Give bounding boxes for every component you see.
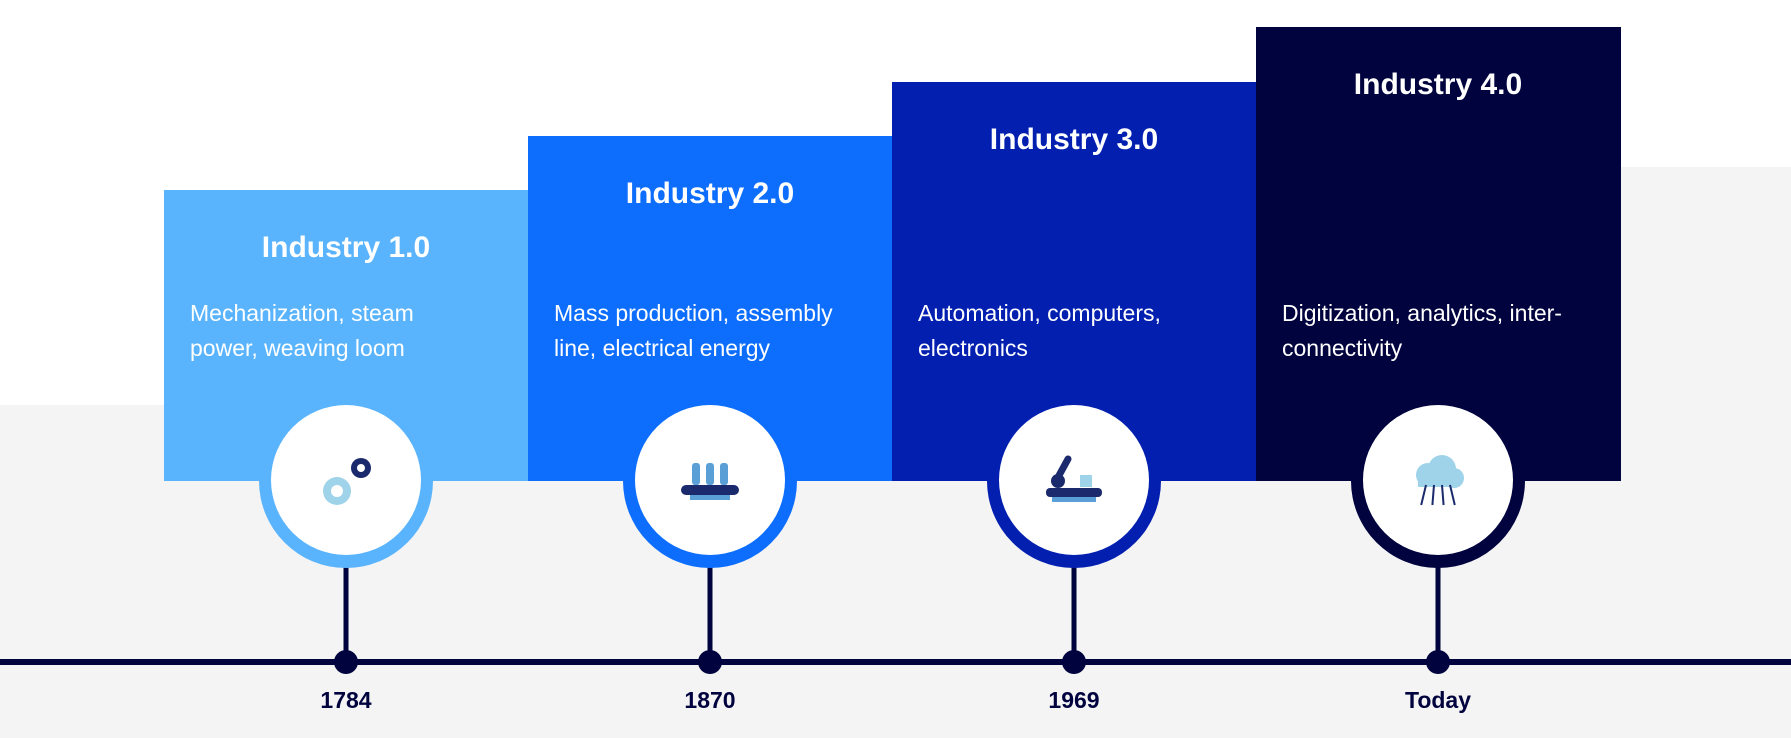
icon-joint bbox=[1051, 474, 1065, 488]
icon-bottle bbox=[720, 463, 728, 485]
icon-circuit bbox=[1420, 484, 1427, 506]
timeline-dot bbox=[698, 650, 722, 674]
icon-cloud bbox=[1418, 475, 1456, 487]
year-label: 1870 bbox=[684, 687, 735, 713]
card-description: Digitization, analytics, inter- bbox=[1282, 300, 1562, 326]
icon-stand bbox=[1052, 497, 1096, 502]
timeline-axis bbox=[0, 659, 1791, 665]
icon-gear-hole bbox=[357, 464, 365, 472]
card-description: line, electrical energy bbox=[554, 335, 771, 361]
icon-bottle bbox=[706, 463, 714, 485]
year-label: 1784 bbox=[320, 687, 371, 713]
icon-bottle bbox=[692, 463, 700, 485]
year-label: Today bbox=[1405, 687, 1471, 713]
timeline-dot bbox=[1426, 650, 1450, 674]
icon-box bbox=[1080, 475, 1092, 487]
timeline-dot bbox=[334, 650, 358, 674]
year-label: 1969 bbox=[1048, 687, 1099, 713]
card-description: Automation, computers, bbox=[918, 300, 1161, 326]
card-title: Industry 4.0 bbox=[1354, 68, 1522, 101]
icon-circuit bbox=[1441, 484, 1445, 506]
nodes: 1784 1870 1969 Today bbox=[259, 394, 1525, 713]
icon-belt bbox=[1046, 488, 1102, 497]
card-description: Mass production, assembly bbox=[554, 300, 833, 326]
icon-circuit bbox=[1431, 484, 1435, 506]
icon bbox=[1046, 455, 1102, 502]
icon bbox=[323, 458, 371, 505]
timeline-dot bbox=[1062, 650, 1086, 674]
card-description: power, weaving loom bbox=[190, 335, 405, 361]
card-description: connectivity bbox=[1282, 335, 1403, 361]
icon bbox=[681, 463, 739, 500]
icon-circle bbox=[271, 405, 421, 555]
card-title: Industry 2.0 bbox=[626, 177, 794, 210]
card-title: Industry 1.0 bbox=[262, 231, 430, 264]
icon-gear-hole bbox=[331, 485, 343, 497]
icon-circle bbox=[999, 405, 1149, 555]
icon-belt bbox=[681, 485, 739, 495]
icon bbox=[1416, 455, 1464, 506]
icon-stand bbox=[690, 495, 730, 500]
card-description: electronics bbox=[918, 335, 1028, 361]
icon-circuit bbox=[1449, 484, 1456, 506]
card-title: Industry 3.0 bbox=[990, 123, 1158, 156]
card-description: Mechanization, steam bbox=[190, 300, 414, 326]
background-band bbox=[1621, 167, 1791, 407]
